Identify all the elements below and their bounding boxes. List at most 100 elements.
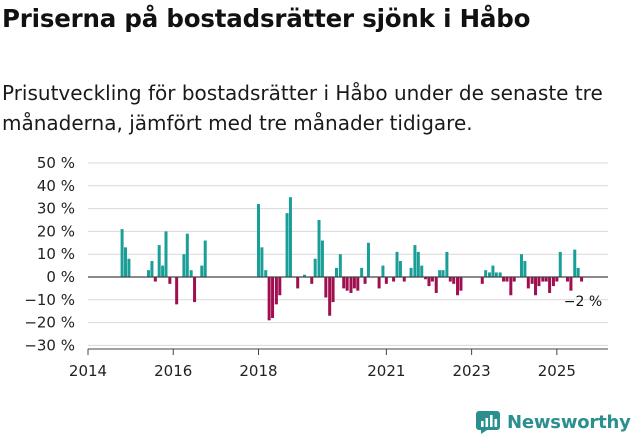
bar [345, 277, 349, 291]
newsworthy-logo-icon [476, 411, 500, 434]
bar [498, 272, 502, 277]
bar [381, 265, 385, 277]
bar [534, 277, 538, 296]
bar [548, 277, 552, 293]
bar [530, 277, 534, 284]
bar [452, 277, 456, 284]
bar [537, 277, 541, 287]
bar [512, 277, 516, 282]
x-tick-label: 2018 [239, 362, 277, 380]
bar [349, 277, 353, 293]
bar [328, 277, 332, 316]
bar [494, 272, 498, 277]
bar [256, 204, 260, 277]
bar [147, 270, 151, 277]
bar [491, 265, 495, 277]
price-change-bar-chart: 50 % 40 % 30 % 20 % 10 % 0 % −10 % −20 % −30 % 2… [24, 154, 608, 380]
bar [185, 233, 189, 277]
bar [505, 277, 509, 282]
bar [484, 270, 488, 277]
bar [558, 251, 562, 277]
bar [519, 254, 523, 277]
bar [523, 261, 527, 277]
x-tick-label: 2023 [453, 362, 491, 380]
x-tick-label: 2016 [154, 362, 192, 380]
bar [310, 277, 314, 284]
bar [569, 277, 573, 291]
y-tick-label: 10 % [37, 245, 75, 263]
bar [157, 245, 161, 277]
bar [392, 277, 396, 282]
bar [576, 267, 580, 277]
bar [480, 277, 484, 284]
bar [274, 277, 278, 305]
bar [334, 267, 338, 277]
bar [544, 277, 548, 282]
bar [459, 277, 463, 291]
y-tick-label: 40 % [37, 177, 75, 195]
brand-name: Newsworthy [507, 411, 631, 433]
bar [424, 277, 428, 280]
bar [320, 240, 324, 277]
bar [313, 258, 317, 277]
bar [438, 270, 442, 277]
bar [509, 277, 513, 296]
grid-lines [88, 162, 608, 346]
bar [377, 277, 381, 289]
bar [161, 265, 165, 277]
bar [124, 247, 128, 277]
bar [427, 277, 431, 287]
bar [502, 277, 506, 282]
bar [175, 277, 179, 305]
y-tick-label: 20 % [37, 222, 75, 240]
x-tick-label: 2021 [367, 362, 405, 380]
y-tick-label: 30 % [37, 200, 75, 218]
newsworthy-brand: Newsworthy [475, 406, 631, 438]
bar [331, 277, 335, 303]
bar [267, 277, 271, 321]
bars [120, 197, 584, 321]
bar [448, 277, 452, 282]
bar [526, 277, 530, 289]
chart-title: Priserna på bostadsrätter sjönk i Håbo [2, 4, 531, 33]
bar [288, 197, 292, 277]
bar [278, 277, 282, 296]
bar [168, 277, 172, 284]
bar [203, 240, 207, 277]
bar [416, 251, 420, 277]
bar [193, 277, 197, 303]
bar [402, 277, 406, 282]
bar [441, 270, 445, 277]
x-axis: 2014 2016 2018 2021 2023 2025 [69, 348, 608, 380]
bar [260, 247, 264, 277]
bar [555, 277, 559, 282]
bar [127, 258, 131, 277]
bar [153, 277, 157, 282]
y-axis-labels: 50 % 40 % 30 % 20 % 10 % 0 % −10 % −20 % −30 % [24, 154, 75, 354]
bar [296, 277, 300, 289]
bar [164, 231, 168, 277]
bar [150, 261, 154, 277]
bar [566, 277, 570, 282]
bar [434, 277, 438, 293]
bar [395, 251, 399, 277]
x-tick-label: 2025 [538, 362, 576, 380]
bar [342, 277, 346, 289]
bar [456, 277, 460, 296]
bar [182, 254, 186, 277]
bar [356, 277, 360, 291]
bar [352, 277, 356, 289]
bar [409, 267, 413, 277]
bar [398, 261, 402, 277]
bar [541, 277, 545, 282]
x-tick-label: 2014 [69, 362, 107, 380]
y-tick-label: 0 % [46, 268, 75, 286]
bar [324, 277, 328, 298]
bar [338, 254, 342, 277]
bar [430, 277, 434, 282]
bar [420, 265, 424, 277]
bar [573, 249, 577, 277]
bar [384, 277, 388, 284]
bar [189, 270, 193, 277]
last-value-label: −2 % [564, 294, 602, 310]
